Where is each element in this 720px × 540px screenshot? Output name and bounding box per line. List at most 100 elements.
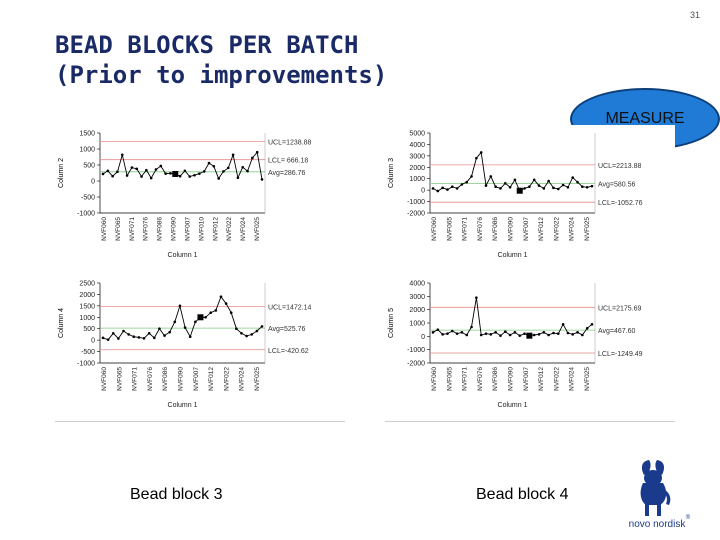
data-point	[188, 335, 192, 339]
data-point	[585, 185, 589, 189]
data-point	[556, 187, 560, 191]
data-point	[489, 175, 493, 178]
data-point	[130, 166, 134, 169]
data-point	[542, 331, 546, 334]
y-tick-label: 4000	[409, 281, 425, 288]
data-point	[101, 336, 105, 340]
series-line	[432, 297, 593, 337]
data-point	[116, 170, 119, 174]
data-point	[183, 326, 187, 329]
highlighted-point	[526, 332, 533, 339]
data-point	[226, 166, 230, 170]
y-axis-label: Column 5	[388, 308, 395, 338]
x-tick-label: NVF076	[147, 367, 154, 391]
data-point	[122, 329, 125, 333]
control-chart-2: Column 3 5000 4000 3000 2000 1000 0 -1000 -2000 U…	[385, 125, 675, 270]
y-tick-label: 500	[83, 326, 95, 333]
data-point	[125, 174, 129, 177]
data-point	[431, 187, 435, 190]
control-chart-1-svg: Column 2 1500 1000 500 0 -500 -1000 UCL=1238.88…	[58, 131, 312, 260]
data-point	[219, 295, 223, 299]
control-chart-4: Column 5 4000 3000 2000 1000 0 -1000 -2000 UCL=2…	[385, 275, 675, 420]
x-tick-label: NVF086	[162, 367, 169, 391]
data-point	[460, 183, 464, 186]
x-tick-label: NVF090	[508, 367, 515, 391]
x-tick-label: NVF076	[143, 217, 150, 241]
data-point	[236, 176, 240, 180]
data-point	[470, 175, 473, 178]
data-point	[106, 338, 110, 341]
data-point	[581, 185, 584, 189]
data-point	[494, 331, 497, 334]
data-point	[173, 320, 177, 324]
lcl-label: LCL= 666.18	[268, 158, 308, 165]
x-tick-label: NVF007	[184, 217, 191, 241]
data-point	[145, 168, 148, 172]
x-tick-label: NVF060	[431, 367, 438, 391]
lcl-label: LCL=-420.62	[268, 348, 309, 355]
y-tick-label: 1000	[409, 176, 425, 183]
data-point	[120, 153, 124, 157]
data-point	[164, 172, 167, 175]
page-number: 31	[689, 10, 700, 20]
y-tick-label: 1000	[79, 315, 95, 322]
data-point	[503, 330, 507, 333]
data-point	[552, 186, 555, 190]
highlighted-point	[516, 187, 523, 194]
ucl-label: UCL=1238.88	[268, 139, 312, 146]
y-tick-label: 4000	[409, 142, 425, 149]
x-axis-label: Column 1	[168, 402, 198, 409]
data-point	[547, 179, 550, 183]
x-tick-label: NVF012	[538, 367, 545, 391]
data-point	[542, 187, 546, 190]
y-tick-label: -1000	[407, 347, 425, 354]
x-tick-label: NVF024	[569, 367, 576, 391]
data-point	[465, 333, 469, 337]
y-tick-label: 1500	[79, 131, 95, 138]
data-point	[111, 331, 115, 335]
data-point	[547, 333, 550, 337]
y-axis-label: Column 3	[388, 158, 395, 188]
data-point	[149, 176, 153, 180]
y-tick-label: 0	[421, 334, 425, 341]
data-point	[111, 174, 114, 178]
data-point	[532, 333, 536, 337]
data-point	[255, 329, 259, 333]
x-tick-label: NVF022	[223, 367, 230, 391]
y-tick-label: 2000	[409, 307, 425, 314]
y-tick-label: 3000	[409, 153, 425, 160]
data-point	[484, 184, 488, 187]
x-axis-label: Column 1	[168, 252, 198, 259]
data-point	[523, 187, 526, 190]
data-point	[255, 150, 259, 154]
x-tick-label: NVF071	[132, 367, 139, 391]
x-tick-label: NVF007	[193, 367, 200, 391]
data-point	[132, 335, 136, 339]
data-point	[127, 333, 130, 336]
data-point	[194, 320, 197, 324]
data-point	[513, 178, 517, 182]
data-point	[204, 315, 207, 319]
x-axis-label: Column 1	[498, 252, 528, 259]
data-point	[571, 333, 575, 336]
panel-divider-right	[385, 421, 675, 422]
x-axis-label: Column 1	[498, 402, 528, 409]
data-point	[494, 185, 497, 189]
x-tick-label: NVF090	[508, 217, 515, 241]
y-tick-label: 0	[91, 338, 95, 345]
data-point	[240, 331, 243, 335]
y-tick-label: -2000	[407, 361, 425, 368]
data-point	[436, 189, 440, 193]
data-point	[446, 188, 449, 191]
x-tick-label: NVF022	[226, 217, 233, 241]
data-point	[246, 169, 249, 173]
x-tick-label: NVF090	[178, 367, 185, 391]
highlighted-point	[197, 314, 204, 321]
y-tick-label: 2000	[79, 292, 95, 299]
logo-wordmark: novo nordisk	[629, 519, 687, 530]
data-point	[499, 187, 502, 190]
panel-divider-left	[55, 421, 345, 422]
x-tick-label: NVF022	[553, 367, 560, 391]
avg-label: Avg=286.76	[268, 170, 306, 177]
caption-bead-block-3: Bead block 3	[130, 486, 223, 503]
